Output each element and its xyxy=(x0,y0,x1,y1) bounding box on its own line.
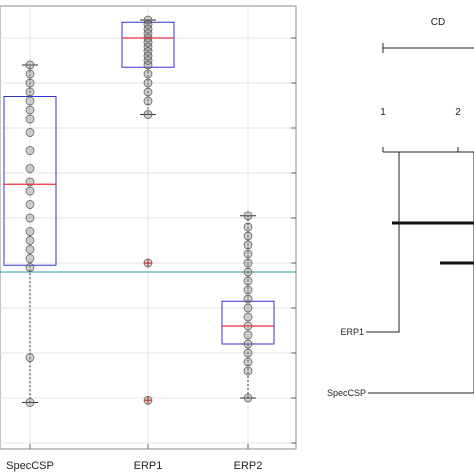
data-point xyxy=(25,254,35,263)
x-tick-label: ERP2 xyxy=(234,460,263,472)
rank-axis-tick-label: 2 xyxy=(455,107,461,118)
data-point xyxy=(25,200,35,209)
box-iqr xyxy=(3,96,57,266)
data-point xyxy=(143,56,153,65)
data-point xyxy=(143,51,153,61)
data-point xyxy=(143,69,153,79)
data-point xyxy=(243,303,253,313)
data-point xyxy=(25,398,35,407)
data-point xyxy=(25,87,35,97)
box-speccsp xyxy=(3,60,57,407)
data-point xyxy=(25,227,35,236)
data-point xyxy=(25,263,35,272)
data-point xyxy=(243,357,253,367)
data-point xyxy=(143,78,153,88)
data-point xyxy=(143,42,153,52)
data-point xyxy=(25,353,35,362)
data-point xyxy=(143,47,153,56)
data-point xyxy=(243,211,253,221)
data-point xyxy=(243,276,253,286)
cd-label: CD xyxy=(431,17,445,28)
data-point xyxy=(25,213,35,223)
data-point xyxy=(243,258,253,268)
data-point xyxy=(143,24,153,34)
data-point xyxy=(25,114,35,124)
outlier-marker xyxy=(144,259,152,267)
data-point xyxy=(243,312,253,322)
x-tick-label: SpecCSP xyxy=(6,460,54,472)
data-point xyxy=(143,15,153,25)
data-point xyxy=(243,348,253,358)
box-iqr xyxy=(221,300,275,345)
data-point xyxy=(143,20,153,29)
rank-axis-tick-label: 1 xyxy=(380,107,386,118)
method-connector xyxy=(366,152,400,333)
method-label: ERP1 xyxy=(340,327,364,337)
data-point xyxy=(143,87,153,97)
method-label: SpecCSP xyxy=(327,388,366,398)
data-point xyxy=(243,294,253,304)
data-point xyxy=(25,105,35,115)
data-point xyxy=(25,128,35,137)
data-point xyxy=(25,96,35,106)
box-erp1 xyxy=(121,15,175,405)
data-point xyxy=(143,60,153,70)
data-point xyxy=(25,164,35,173)
method-connector xyxy=(368,152,474,394)
data-point xyxy=(243,285,253,295)
x-tick-label: ERP1 xyxy=(134,460,163,472)
outlier-marker xyxy=(144,396,152,405)
box-erp2 xyxy=(221,211,275,403)
boxes xyxy=(3,15,275,407)
data-point xyxy=(243,240,253,250)
y-axis-ticks xyxy=(29,37,296,449)
ranked-methods: ERP1 SpecCSP xyxy=(327,152,474,398)
data-point xyxy=(143,110,153,119)
data-point xyxy=(243,393,253,403)
data-point xyxy=(243,366,253,376)
data-point xyxy=(25,69,35,79)
box-plot-panel: SpecCSP ERP1 ERP2 xyxy=(0,5,297,472)
data-point xyxy=(243,231,253,241)
data-point xyxy=(25,60,35,70)
data-point xyxy=(243,222,253,232)
data-point xyxy=(25,146,35,155)
data-point xyxy=(143,96,153,106)
box-iqr xyxy=(121,21,175,68)
data-point xyxy=(243,267,253,277)
data-point xyxy=(243,330,253,340)
data-point xyxy=(25,186,35,196)
data-point xyxy=(25,78,35,88)
data-point xyxy=(25,236,35,245)
data-point xyxy=(243,339,253,349)
data-point xyxy=(25,245,35,254)
data-point xyxy=(243,249,253,259)
x-axis-tick-labels: SpecCSP ERP1 ERP2 xyxy=(6,460,262,472)
